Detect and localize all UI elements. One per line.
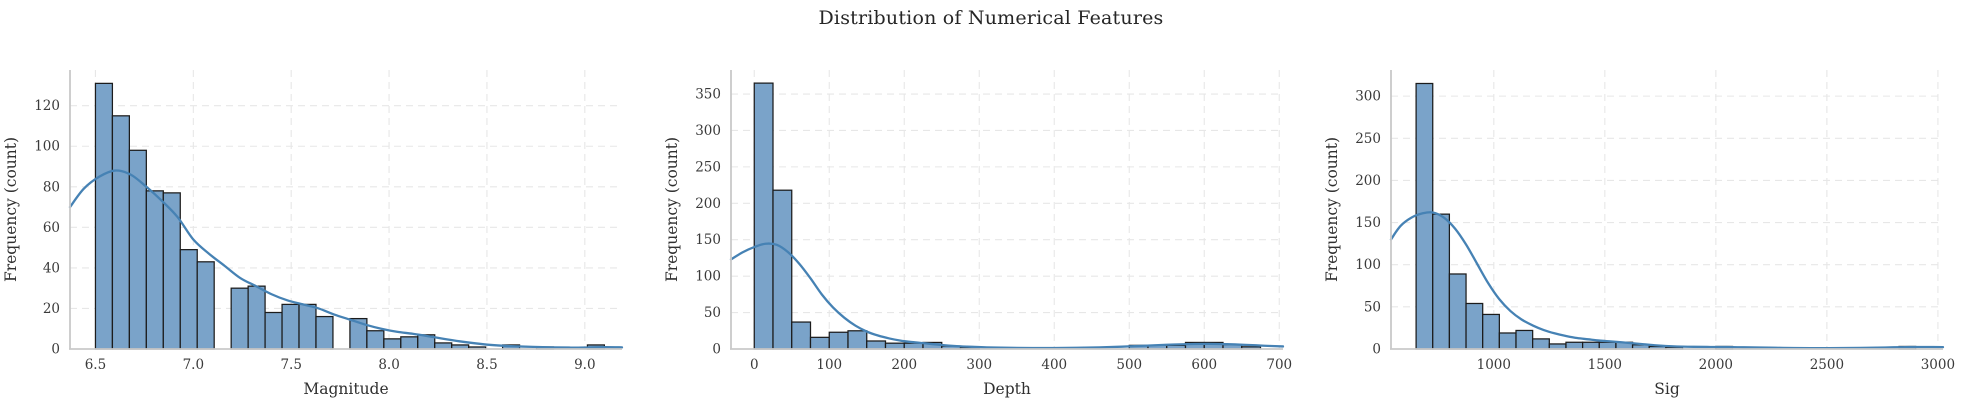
x-tick-label: 0 — [750, 357, 759, 373]
histogram-bar — [1449, 273, 1468, 350]
x-tick-label: 100 — [816, 357, 842, 373]
kde-curve-depth — [729, 242, 1284, 350]
x-tick-label: 600 — [1191, 357, 1217, 373]
y-tick-label: 100 — [1356, 257, 1382, 273]
y-tick-label: 50 — [703, 305, 720, 321]
histogram-bar — [298, 303, 317, 350]
histogram-bar — [772, 189, 793, 350]
histogram-bar — [1499, 332, 1517, 350]
histogram-bar — [400, 336, 419, 350]
x-tick-label: 1500 — [1588, 357, 1622, 373]
histogram-panel-depth: 0 50 100 150 200 250 300 350 0 100 200 300 400 500 600… — [661, 29, 1322, 409]
y-tick-label: 40 — [43, 260, 60, 276]
gridlines-depth — [730, 70, 1283, 350]
histogram-bar — [1565, 341, 1584, 350]
y-tick-label: 250 — [1356, 131, 1382, 147]
histogram-panel-magnitude: 0 20 40 60 80 100 120 6.5 7.0 7.5 8.0 8.5 9.0 Magnitu… — [0, 29, 661, 409]
y-tick-label: 60 — [43, 220, 60, 236]
histogram-bar — [145, 190, 164, 350]
x-tick-label: 6.5 — [85, 357, 106, 373]
kde-curve-magnitude — [68, 169, 624, 349]
x-axis-label-sig: Sig — [1655, 380, 1681, 398]
y-tick-label: 250 — [695, 159, 721, 175]
y-tick-label: 200 — [695, 196, 721, 212]
histogram-bar — [865, 340, 886, 350]
histogram-bar — [366, 330, 385, 350]
y-tick-label: 300 — [1356, 89, 1382, 105]
x-tick-label: 3000 — [1921, 357, 1955, 373]
histogram-bar — [264, 311, 283, 350]
histogram-bar — [1582, 341, 1601, 350]
tick-labels-sig: 0 50 100 150 200 250 300 1000 1500 2000 2500 3000 — [1356, 89, 1956, 373]
y-tick-label: 80 — [43, 179, 60, 195]
histogram-bar — [1598, 341, 1617, 350]
y-tick-label: 100 — [34, 139, 60, 155]
y-tick-label: 120 — [34, 98, 60, 114]
histogram-bar — [94, 82, 114, 350]
histogram-bars-sig — [1415, 82, 1917, 350]
histogram-bar — [111, 115, 130, 350]
y-axis-label-depth: Frequency (count) — [663, 137, 681, 282]
x-tick-label: 1000 — [1477, 357, 1511, 373]
histogram-bars-depth — [753, 82, 1261, 350]
histogram-bar — [1415, 82, 1434, 350]
y-tick-label: 350 — [695, 87, 721, 103]
histogram-bar — [315, 315, 334, 350]
histogram-bar — [179, 249, 198, 350]
y-tick-label: 0 — [712, 342, 721, 358]
y-tick-label: 50 — [1364, 299, 1381, 315]
histogram-svg-depth: 0 50 100 150 200 250 300 350 0 100 200 300 400 500 600… — [663, 70, 1292, 398]
y-tick-label: 100 — [695, 269, 721, 285]
y-tick-label: 0 — [51, 342, 60, 358]
tick-labels-magnitude: 0 20 40 60 80 100 120 6.5 7.0 7.5 8.0 8.5 9.0 — [34, 98, 595, 373]
y-tick-label: 150 — [1356, 215, 1382, 231]
histogram-bar — [247, 285, 266, 350]
x-tick-label: 8.0 — [378, 357, 399, 373]
x-tick-label: 300 — [966, 357, 992, 373]
histogram-bars-magnitude — [94, 82, 606, 350]
x-tick-label: 500 — [1116, 357, 1142, 373]
histogram-bar — [847, 330, 868, 350]
histogram-bar — [434, 342, 453, 350]
x-tick-label: 2500 — [1810, 357, 1844, 373]
histogram-bar — [230, 287, 249, 350]
charts-row: 0 20 40 60 80 100 120 6.5 7.0 7.5 8.0 8.5 9.0 Magnitu… — [0, 29, 1982, 409]
histogram-bar — [790, 321, 811, 350]
histogram-bar — [809, 336, 830, 350]
histogram-bar — [383, 338, 402, 350]
x-tick-label: 400 — [1041, 357, 1067, 373]
y-tick-label: 200 — [1356, 173, 1382, 189]
histogram-bar — [1465, 302, 1484, 350]
x-tick-label: 7.0 — [183, 357, 204, 373]
figure-title: Distribution of Numerical Features — [818, 7, 1164, 29]
histogram-bar — [753, 82, 774, 350]
y-tick-label: 20 — [43, 301, 60, 317]
histogram-bar — [1482, 313, 1501, 350]
x-tick-label: 8.5 — [476, 357, 497, 373]
histogram-bar — [1432, 213, 1451, 350]
x-axis-label-depth: Depth — [983, 380, 1031, 398]
histogram-panel-sig: 0 50 100 150 200 250 300 1000 1500 2000 2500 3000 Si… — [1321, 29, 1982, 409]
x-tick-label: 700 — [1266, 357, 1292, 373]
histogram-bar — [1532, 338, 1551, 350]
x-tick-label: 7.5 — [280, 357, 301, 373]
y-tick-label: 150 — [695, 232, 721, 248]
tick-labels-depth: 0 50 100 150 200 250 300 350 0 100 200 300 400 500 600… — [695, 87, 1292, 373]
histogram-svg-magnitude: 0 20 40 60 80 100 120 6.5 7.0 7.5 8.0 8.5 9.0 Magnitu… — [2, 70, 624, 398]
y-axis-label-magnitude: Frequency (count) — [2, 137, 20, 282]
x-axis-label-magnitude: Magnitude — [303, 380, 388, 398]
histogram-bar — [196, 261, 215, 350]
y-tick-label: 0 — [1373, 342, 1382, 358]
histogram-bar — [281, 303, 300, 350]
x-tick-label: 200 — [891, 357, 917, 373]
histogram-svg-sig: 0 50 100 150 200 250 300 1000 1500 2000 2500 3000 Si… — [1323, 70, 1956, 398]
x-tick-label: 9.0 — [574, 357, 595, 373]
histogram-bar — [828, 331, 849, 350]
x-tick-label: 2000 — [1699, 357, 1733, 373]
histogram-bar — [1515, 329, 1534, 350]
y-tick-label: 300 — [695, 123, 721, 139]
y-axis-label-sig: Frequency (count) — [1323, 137, 1341, 282]
